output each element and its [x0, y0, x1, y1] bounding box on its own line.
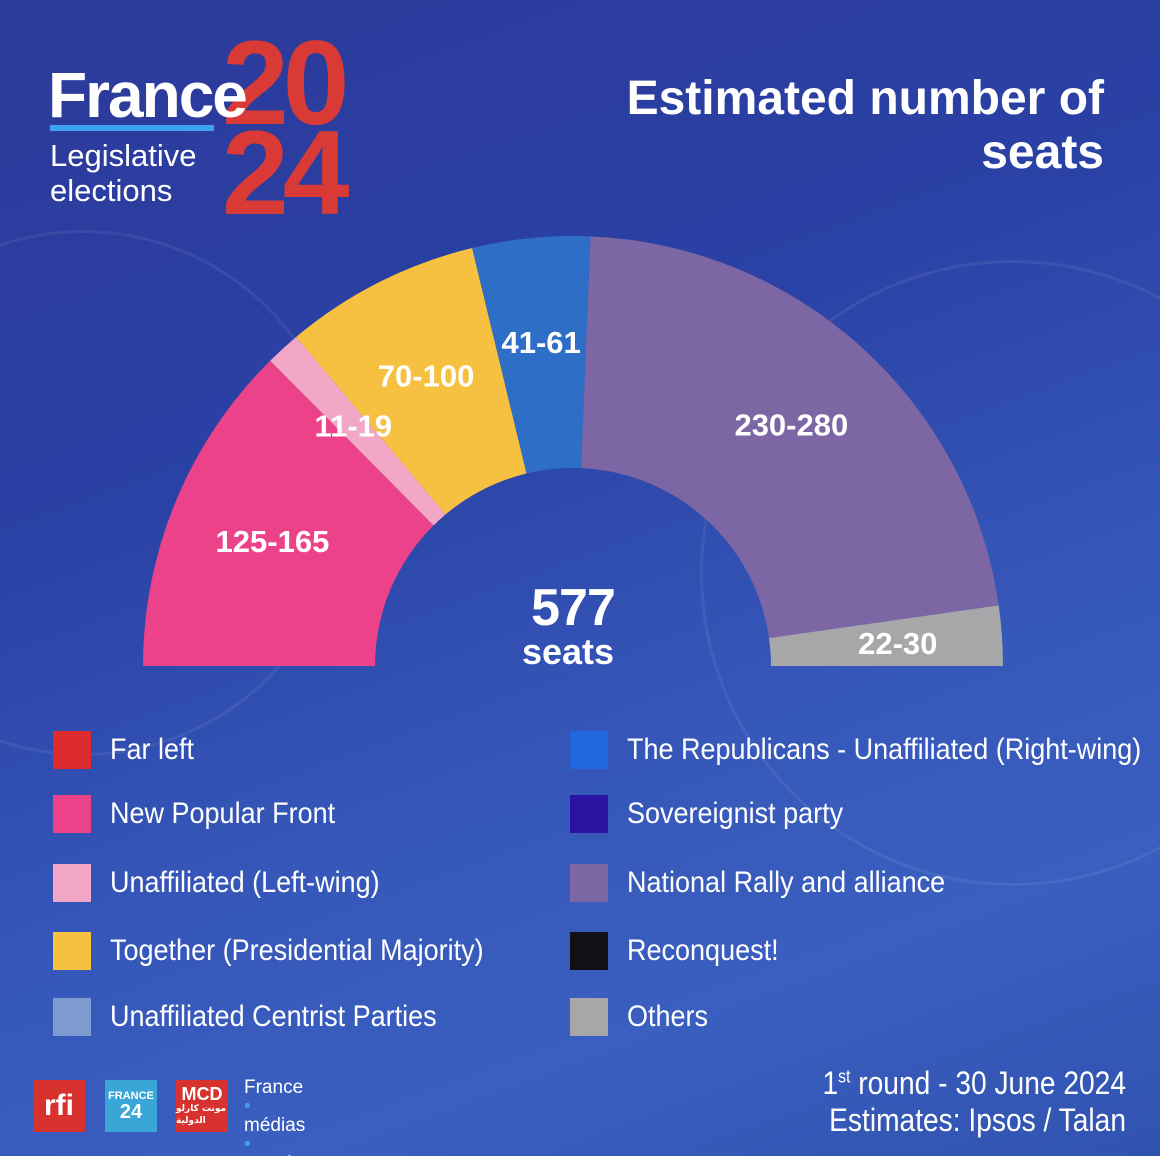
mcd-logo-text: MCD [181, 1084, 223, 1104]
legend-label: The Republicans - Unaffiliated (Right-wi… [627, 733, 1142, 766]
france24-logo-top: FRANCE [108, 1089, 154, 1102]
slice-label-5: 22-30 [858, 626, 937, 661]
france-medias-monde-logo: France •médias• monde [244, 1078, 305, 1156]
slice-3 [472, 236, 591, 474]
total-seats-value: 577 [531, 579, 616, 637]
legend-swatch [570, 864, 608, 902]
legend-swatch [53, 795, 91, 833]
slice-label-3: 41-61 [501, 325, 580, 360]
legend-label: Reconquest! [627, 934, 779, 967]
chart-title: Estimated number of seats [626, 72, 1104, 179]
legend-item: Together (Presidential Majority) [53, 932, 525, 970]
legend-swatch [570, 998, 608, 1036]
slice-label-1: 11-19 [315, 409, 393, 444]
logo-france: France [48, 59, 248, 131]
logo-rule [50, 125, 214, 131]
legend-item: National Rally and alliance [570, 864, 981, 902]
legend-swatch [570, 795, 608, 833]
footer-round-date: 1st round - 30 June 2024 [822, 1065, 1126, 1101]
legend-item: Sovereignist party [570, 795, 867, 833]
slice-4 [581, 236, 999, 639]
rfi-logo-text: rfi [44, 1089, 74, 1122]
mcd-logo: MCD مونت كارلو الدولية [176, 1080, 228, 1132]
legend-label: Others [627, 1000, 709, 1033]
fmm-line-3: monde [244, 1154, 305, 1156]
legend-label: New Popular Front [110, 797, 336, 830]
total-seats-unit: seats [521, 631, 615, 672]
rfi-logo: rfi [33, 1080, 85, 1132]
legend-label: Far left [110, 733, 195, 766]
legend-item: New Popular Front [53, 795, 360, 833]
logo-year-top: 20 [222, 16, 350, 150]
legend-swatch [53, 998, 91, 1036]
slice-label-4: 230-280 [734, 407, 848, 442]
slice-label-0: 125-165 [216, 524, 330, 559]
legend-item: Reconquest! [570, 932, 795, 970]
mcd-logo-arabic: مونت كارلو الدولية [176, 1104, 227, 1126]
legend-swatch [570, 731, 608, 769]
legend-label: Together (Presidential Majority) [110, 934, 484, 967]
legend-swatch [53, 864, 91, 902]
legend-item: The Republicans - Unaffiliated (Right-wi… [570, 731, 1160, 769]
legend-swatch [53, 731, 91, 769]
fmm-line-2: • médias • [244, 1096, 306, 1155]
slice-label-2: 70-100 [378, 358, 475, 393]
legend-item: Others [570, 998, 717, 1036]
france24-logo: FRANCE 24 [105, 1080, 157, 1132]
legend-item: Unaffiliated (Left-wing) [53, 864, 410, 902]
france24-logo-bottom: 24 [119, 1100, 143, 1123]
slice-2 [296, 248, 527, 515]
legend-label: National Rally and alliance [627, 866, 946, 899]
logo-year-bottom: 24 [222, 106, 350, 240]
footer-source: Estimates: Ipsos / Talan [829, 1102, 1126, 1138]
slice-0 [143, 360, 434, 666]
legend-item: Unaffiliated Centrist Parties [53, 998, 473, 1036]
legend-label: Unaffiliated Centrist Parties [110, 1000, 437, 1033]
legend-item: Far left [53, 731, 203, 769]
logo-subtitle: Legislative elections [50, 138, 197, 208]
slice-1 [270, 337, 446, 526]
legend-label: Sovereignist party [627, 797, 844, 830]
legend-swatch [570, 932, 608, 970]
legend-label: Unaffiliated (Left-wing) [110, 866, 380, 899]
fmm-line-1: France [244, 1077, 304, 1098]
legend-swatch [53, 932, 91, 970]
slice-5 [769, 605, 1003, 666]
